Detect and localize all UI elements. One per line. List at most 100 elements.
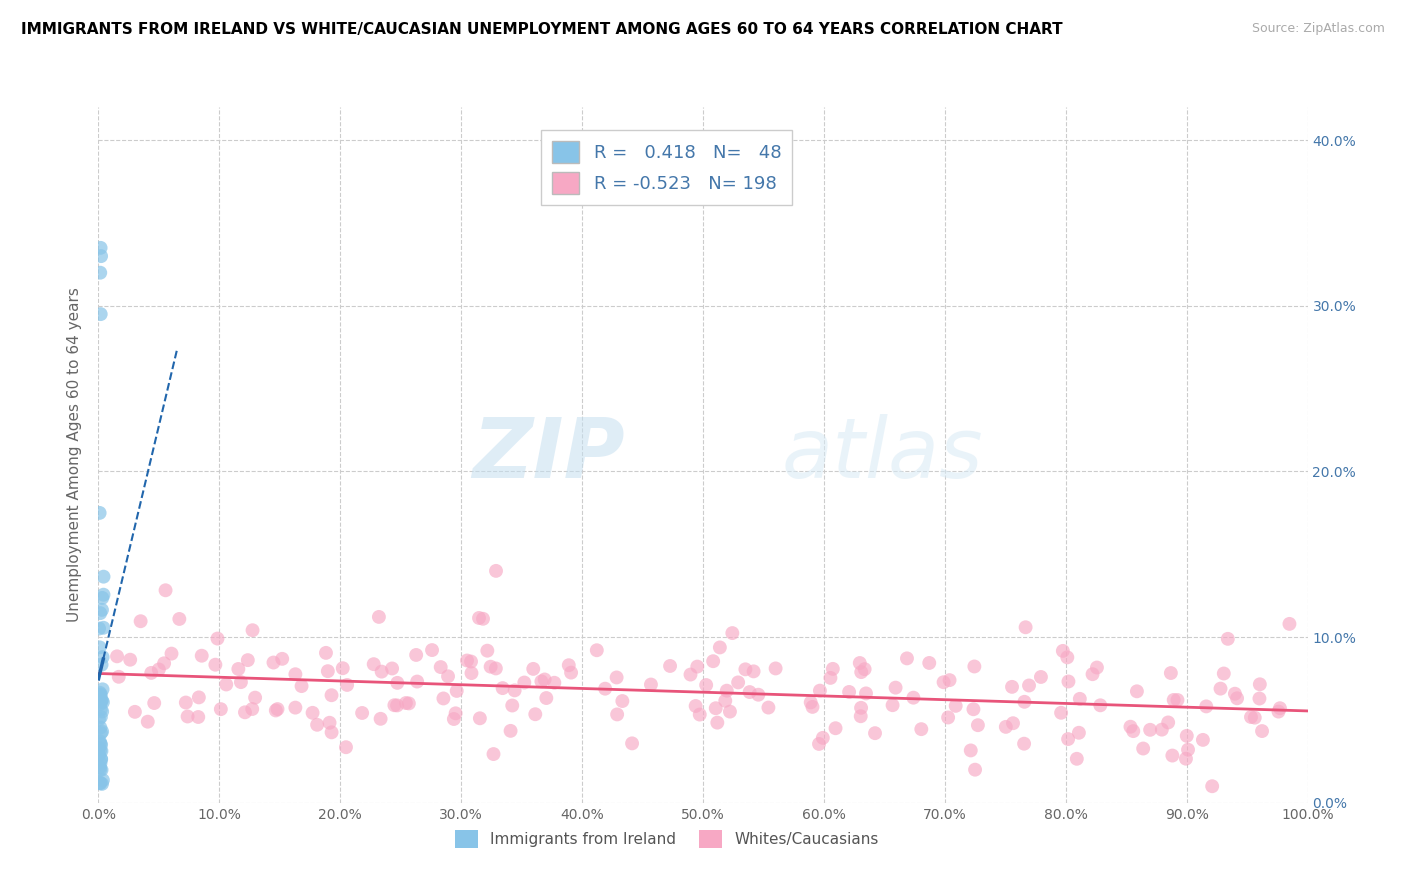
- Point: [1126, 684, 1149, 698]
- Point: [1057, 674, 1080, 689]
- Point: [1081, 667, 1104, 681]
- Point: [444, 706, 467, 721]
- Point: [266, 702, 288, 716]
- Point: [315, 646, 337, 660]
- Y-axis label: Unemployment Among Ages 60 to 64 years: Unemployment Among Ages 60 to 64 years: [67, 287, 83, 623]
- Point: [718, 705, 741, 719]
- Point: [209, 702, 232, 716]
- Point: [143, 696, 166, 710]
- Point: [963, 659, 986, 673]
- Point: [381, 661, 404, 675]
- Point: [89, 640, 111, 655]
- Point: [1212, 666, 1234, 681]
- Point: [1160, 666, 1182, 681]
- Point: [612, 694, 634, 708]
- Point: [533, 673, 555, 687]
- Point: [460, 655, 482, 669]
- Point: [87, 713, 110, 727]
- Point: [838, 685, 860, 699]
- Point: [491, 681, 513, 695]
- Point: [316, 664, 339, 678]
- Point: [105, 649, 128, 664]
- Point: [89, 606, 111, 620]
- Point: [89, 697, 111, 711]
- Point: [335, 740, 357, 755]
- Point: [967, 718, 990, 732]
- Point: [367, 610, 389, 624]
- Point: [89, 776, 111, 790]
- Point: [1066, 752, 1088, 766]
- Point: [318, 715, 340, 730]
- Point: [160, 647, 183, 661]
- Point: [849, 656, 872, 670]
- Point: [90, 744, 112, 758]
- Point: [207, 632, 229, 646]
- Point: [89, 266, 111, 280]
- Point: [90, 693, 112, 707]
- Text: ZIP: ZIP: [472, 415, 624, 495]
- Point: [530, 674, 553, 689]
- Point: [89, 760, 111, 774]
- Point: [716, 683, 738, 698]
- Point: [90, 249, 112, 263]
- Point: [747, 688, 769, 702]
- Point: [1057, 732, 1080, 747]
- Point: [945, 698, 967, 713]
- Point: [695, 678, 717, 692]
- Point: [153, 657, 176, 671]
- Point: [284, 667, 307, 681]
- Point: [90, 710, 112, 724]
- Point: [89, 506, 111, 520]
- Point: [727, 675, 749, 690]
- Point: [240, 702, 263, 716]
- Point: [821, 662, 844, 676]
- Point: [1268, 701, 1291, 715]
- Point: [456, 653, 478, 667]
- Point: [824, 721, 846, 735]
- Point: [363, 657, 385, 672]
- Point: [499, 723, 522, 738]
- Point: [301, 706, 323, 720]
- Point: [932, 675, 955, 690]
- Point: [1216, 632, 1239, 646]
- Point: [1192, 732, 1215, 747]
- Point: [174, 696, 197, 710]
- Point: [141, 665, 163, 680]
- Point: [395, 696, 418, 710]
- Point: [965, 763, 987, 777]
- Point: [1240, 710, 1263, 724]
- Point: [1166, 693, 1188, 707]
- Point: [482, 747, 505, 761]
- Point: [332, 661, 354, 675]
- Point: [284, 700, 307, 714]
- Point: [90, 752, 112, 766]
- Point: [90, 702, 112, 716]
- Point: [90, 694, 112, 708]
- Point: [689, 707, 711, 722]
- Point: [91, 650, 114, 665]
- Point: [1067, 725, 1090, 739]
- Point: [882, 698, 904, 713]
- Point: [734, 662, 756, 676]
- Point: [849, 701, 872, 715]
- Point: [1226, 691, 1249, 706]
- Point: [124, 705, 146, 719]
- Point: [994, 720, 1017, 734]
- Point: [849, 709, 872, 723]
- Point: [90, 307, 112, 321]
- Point: [229, 675, 252, 690]
- Point: [801, 699, 824, 714]
- Point: [120, 653, 142, 667]
- Point: [1090, 698, 1112, 713]
- Point: [370, 712, 392, 726]
- Point: [89, 734, 111, 748]
- Point: [87, 622, 110, 636]
- Point: [606, 670, 628, 684]
- Point: [1119, 720, 1142, 734]
- Point: [321, 688, 343, 702]
- Point: [1251, 724, 1274, 739]
- Point: [90, 688, 112, 702]
- Point: [1085, 660, 1108, 674]
- Point: [558, 658, 581, 673]
- Point: [89, 721, 111, 735]
